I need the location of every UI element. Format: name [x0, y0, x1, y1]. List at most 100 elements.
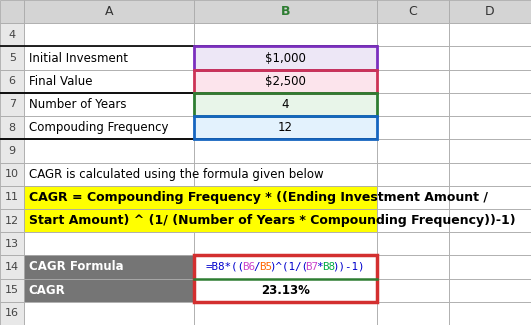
Bar — [0, 162, 24, 186]
Text: A: A — [105, 5, 114, 18]
Text: C: C — [408, 5, 417, 18]
Bar — [194, 116, 377, 139]
Text: B6: B6 — [242, 262, 255, 272]
Text: Number of Years: Number of Years — [29, 98, 126, 111]
Text: B: B — [281, 5, 290, 18]
Text: 10: 10 — [5, 169, 19, 179]
Bar — [0, 0, 24, 23]
Text: B7: B7 — [305, 262, 318, 272]
Bar — [449, 255, 531, 279]
Bar — [0, 302, 24, 325]
Bar — [194, 139, 377, 162]
Bar — [449, 162, 531, 186]
Text: D: D — [485, 5, 495, 18]
Bar — [24, 70, 194, 93]
Bar — [449, 209, 531, 232]
Bar — [377, 232, 449, 255]
Text: *: * — [316, 262, 323, 272]
Text: 5: 5 — [8, 53, 16, 63]
Bar — [449, 116, 531, 139]
Text: 11: 11 — [5, 192, 19, 202]
Bar — [194, 279, 377, 302]
Text: 4: 4 — [8, 30, 16, 40]
Bar — [449, 46, 531, 70]
Text: Initial Invesment: Initial Invesment — [29, 52, 127, 65]
Bar — [377, 23, 449, 46]
Bar — [449, 139, 531, 162]
Text: $1,000: $1,000 — [265, 52, 306, 65]
Bar — [194, 46, 377, 70]
Bar — [0, 255, 24, 279]
Bar — [194, 302, 377, 325]
Bar — [24, 162, 194, 186]
Text: CAGR = Compounding Frequency * ((Ending Investment Amount /: CAGR = Compounding Frequency * ((Ending … — [29, 191, 487, 204]
Text: 16: 16 — [5, 308, 19, 318]
Bar — [24, 0, 194, 23]
Bar — [377, 139, 449, 162]
Bar — [0, 23, 24, 46]
Bar — [194, 255, 377, 279]
Text: 6: 6 — [8, 76, 16, 86]
Bar — [194, 255, 377, 302]
Bar — [24, 302, 194, 325]
Bar — [194, 0, 377, 23]
Bar — [377, 93, 449, 116]
Bar — [194, 70, 377, 93]
Text: Final Value: Final Value — [29, 75, 92, 88]
Bar — [194, 93, 377, 116]
Bar — [194, 70, 377, 93]
Bar — [449, 0, 531, 23]
Text: 4: 4 — [281, 98, 289, 111]
Bar — [24, 23, 194, 46]
Bar — [449, 232, 531, 255]
Bar — [377, 0, 449, 23]
Bar — [24, 232, 194, 255]
Text: 8: 8 — [8, 123, 16, 133]
Bar — [24, 46, 194, 70]
Bar — [449, 186, 531, 209]
Bar — [377, 279, 449, 302]
Text: 14: 14 — [5, 262, 19, 272]
Text: =B8*((: =B8*(( — [205, 262, 245, 272]
Bar — [24, 139, 194, 162]
Text: B5: B5 — [259, 262, 272, 272]
Bar — [377, 46, 449, 70]
Bar — [194, 232, 377, 255]
Bar — [377, 116, 449, 139]
Text: Start Amount) ^ (1/ (Number of Years * Compounding Frequency))-1): Start Amount) ^ (1/ (Number of Years * C… — [29, 214, 515, 227]
Bar — [24, 209, 377, 232]
Bar — [24, 209, 194, 232]
Bar — [0, 279, 24, 302]
Text: $2,500: $2,500 — [265, 75, 306, 88]
Bar — [194, 162, 377, 186]
Bar — [0, 116, 24, 139]
Bar — [0, 232, 24, 255]
Bar — [24, 93, 194, 116]
Text: Compouding Frequency: Compouding Frequency — [29, 121, 168, 134]
Text: /: / — [253, 262, 260, 272]
Bar — [0, 186, 24, 209]
Text: B8: B8 — [322, 262, 335, 272]
Text: 9: 9 — [8, 146, 16, 156]
Bar — [449, 302, 531, 325]
Bar — [0, 70, 24, 93]
Text: CAGR Formula: CAGR Formula — [29, 260, 123, 273]
Bar — [377, 70, 449, 93]
Text: CAGR: CAGR — [29, 284, 65, 297]
Text: )^(1/(: )^(1/( — [269, 262, 308, 272]
Bar — [194, 116, 377, 139]
Bar — [377, 186, 449, 209]
Text: 7: 7 — [8, 99, 16, 110]
Bar — [24, 116, 194, 139]
Bar — [194, 23, 377, 46]
Bar — [194, 93, 377, 116]
Bar — [194, 46, 377, 70]
Bar — [24, 255, 194, 279]
Bar — [449, 279, 531, 302]
Bar — [449, 93, 531, 116]
Text: 13: 13 — [5, 239, 19, 249]
Bar — [0, 93, 24, 116]
Text: ))-1): ))-1) — [332, 262, 365, 272]
Bar — [377, 255, 449, 279]
Bar — [0, 46, 24, 70]
